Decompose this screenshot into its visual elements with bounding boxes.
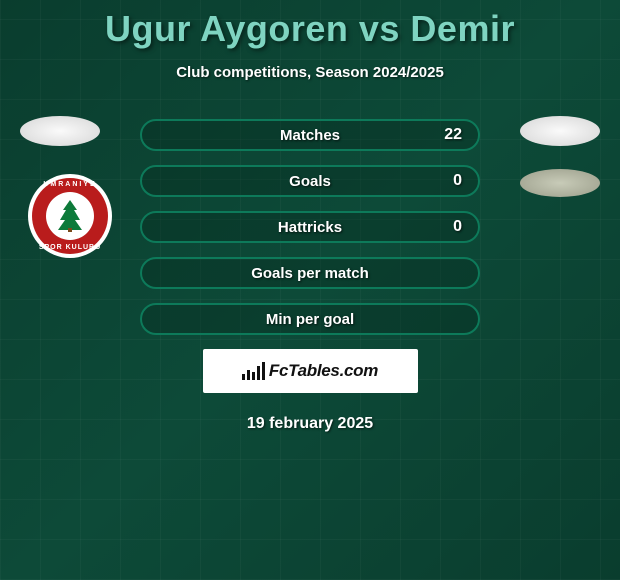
- stat-value: 0: [453, 218, 462, 236]
- stat-value: 0: [453, 172, 462, 190]
- stat-label: Matches: [280, 127, 340, 144]
- player-right-avatar: [520, 116, 600, 146]
- badge-bottom-text: SPOR KULUBU: [32, 244, 108, 251]
- badge-top-text: UMRANIYE: [32, 181, 108, 188]
- stat-row-min-per-goal: Min per goal: [140, 303, 480, 335]
- stat-label: Min per goal: [266, 311, 354, 328]
- chart-icon: [242, 362, 265, 380]
- content-area: UMRANIYE SPOR KULUBU Matches 22 Goals 0 …: [0, 119, 620, 433]
- player-left-club-badge: UMRANIYE SPOR KULUBU: [28, 174, 112, 258]
- stat-label: Goals: [289, 173, 331, 190]
- date-text: 19 february 2025: [0, 415, 620, 433]
- stat-label: Goals per match: [251, 265, 369, 282]
- player-left-avatar: [20, 116, 100, 146]
- stat-value: 22: [444, 126, 462, 144]
- subtitle: Club competitions, Season 2024/2025: [0, 64, 620, 81]
- stat-row-matches: Matches 22: [140, 119, 480, 151]
- stat-label: Hattricks: [278, 219, 342, 236]
- stats-list: Matches 22 Goals 0 Hattricks 0 Goals per…: [140, 119, 480, 335]
- stat-row-goals: Goals 0: [140, 165, 480, 197]
- brand-text: FcTables.com: [269, 361, 378, 381]
- stat-row-hattricks: Hattricks 0: [140, 211, 480, 243]
- page-title: Ugur Aygoren vs Demir: [0, 0, 620, 50]
- player-right-club-avatar: [520, 169, 600, 197]
- brand-box: FcTables.com: [203, 349, 418, 393]
- stat-row-goals-per-match: Goals per match: [140, 257, 480, 289]
